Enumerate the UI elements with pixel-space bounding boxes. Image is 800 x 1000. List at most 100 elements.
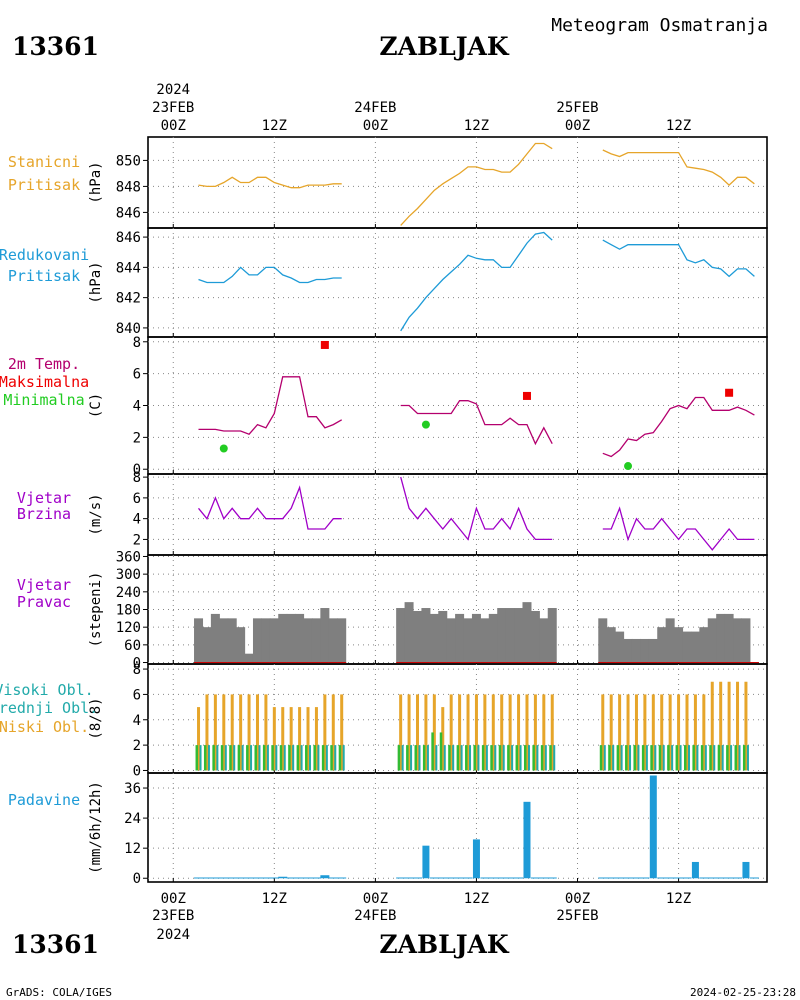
cloud-low-bar — [424, 694, 428, 771]
cloud-mid-bar — [448, 745, 451, 771]
cloud-high-bar — [536, 745, 539, 771]
ytick-label-4: 8 — [133, 662, 141, 678]
cloud-high-bar — [342, 745, 345, 771]
credit-text: GrADS: COLA/IGES — [6, 986, 112, 999]
cloud-low-bar — [222, 694, 226, 771]
precip-bar — [480, 877, 490, 879]
cloud-high-bar — [469, 745, 472, 771]
side-label-cloud_cover-1: Srednji Obl. — [0, 699, 98, 717]
ytick-label-0: 0 — [133, 462, 141, 478]
cloud-high-bar — [224, 745, 227, 771]
precip-bar — [455, 877, 465, 879]
cloud-low-bar — [702, 694, 706, 771]
series-line-wind_speed-2 — [602, 506, 755, 551]
cloud-mid-bar — [271, 745, 274, 771]
cloud-low-bar — [483, 694, 487, 771]
cloud-mid-bar — [338, 745, 342, 771]
ytick-label-6: 360 — [116, 549, 141, 565]
cloud-mid-bar — [616, 745, 620, 771]
cloud-high-bar — [410, 745, 413, 771]
precip-bar — [488, 877, 498, 879]
ytick-label-2: 844 — [116, 260, 141, 276]
precip-bar — [261, 877, 271, 879]
precip-bar — [252, 877, 262, 879]
ytick-label-3: 846 — [116, 230, 141, 246]
side-label-wind_speed-0: Vjetar — [17, 489, 71, 507]
precip-bar — [640, 877, 650, 879]
time-tick-bottom-4: 00Z — [565, 891, 590, 907]
precip-bar — [219, 877, 229, 879]
cloud-high-bar — [325, 745, 328, 771]
cloud-mid-bar — [549, 745, 552, 771]
ytick-label-2: 24 — [124, 811, 141, 827]
wind-dir-bar — [488, 613, 498, 663]
cloud-low-bar — [458, 694, 462, 771]
cloud-mid-bar — [254, 745, 257, 771]
wind-dir-bar — [733, 618, 743, 663]
cloud-high-bar — [629, 745, 632, 771]
precip-bar — [278, 876, 288, 879]
cloud-mid-bar — [406, 745, 409, 771]
panel-station_pressure: 846 848 850 (hPa) Stanicni Pritisak — [8, 136, 768, 229]
wind-dir-bar — [421, 608, 431, 663]
wind-dir-bar — [497, 608, 507, 663]
wind-dir-bar — [615, 631, 625, 663]
precip-bar — [472, 839, 480, 879]
cloud-mid-bar — [658, 745, 662, 771]
wind-dir-bar — [707, 618, 717, 663]
cloud-low-bar — [466, 694, 470, 771]
side-label-reduced_pressure-0: Redukovani — [0, 246, 89, 264]
render-timestamp: 2024-02-25-23:28 — [690, 986, 796, 999]
series-line-wind_speed-1 — [400, 476, 553, 541]
wind-dir-bar — [227, 618, 237, 663]
cloud-mid-bar — [683, 745, 687, 771]
cloud-high-bar — [418, 745, 421, 771]
wind-dir-bar — [278, 613, 288, 663]
wind-dir-bar — [674, 627, 684, 663]
cloud-low-bar — [306, 707, 310, 771]
cloud-mid-bar — [675, 745, 679, 771]
station-id-top: 13361 — [12, 32, 99, 61]
cloud-mid-bar — [279, 745, 283, 771]
precip-bar — [303, 877, 313, 879]
cloud-high-bar — [426, 745, 429, 771]
precip-bar — [598, 877, 608, 879]
cloud-high-bar — [645, 745, 648, 771]
precip-bar — [244, 877, 254, 879]
cloud-mid-bar — [633, 745, 636, 771]
precip-bar — [446, 877, 456, 879]
cloud-mid-bar — [726, 745, 729, 771]
cloud-low-bar — [205, 694, 209, 771]
precip-bar — [227, 877, 237, 879]
cloud-high-bar — [460, 745, 463, 771]
cloud-high-bar — [485, 745, 488, 771]
cloud-high-bar — [443, 745, 446, 771]
ytick-label-3: 8 — [133, 470, 141, 486]
cloud-high-bar — [671, 745, 674, 771]
precip-bar — [707, 877, 717, 879]
cloud-mid-bar — [422, 745, 426, 771]
cloud-low-bar — [399, 694, 403, 771]
cloud-low-bar — [542, 694, 546, 771]
time-tick-bottom-3: 12Z — [464, 891, 489, 907]
cloud-mid-bar — [456, 745, 460, 771]
cloud-high-bar — [300, 745, 303, 771]
cloud-low-bar — [289, 707, 293, 771]
cloud-high-bar — [502, 745, 505, 771]
station-name-bottom: ZABLJAK — [379, 930, 510, 959]
time-tick-top-1: 12Z — [262, 118, 287, 134]
precip-bar — [649, 775, 657, 879]
max-temp-point — [320, 340, 329, 349]
panel-cloud_cover: 0 2 4 6 8 (8/8)Visoki Obl.Srednji Obl.Niski O… — [0, 662, 768, 779]
cloud-mid-bar — [262, 745, 266, 771]
precip-bar — [606, 877, 616, 879]
precip-bar — [337, 877, 347, 879]
ytick-label-1: 2 — [133, 738, 141, 754]
cloud-low-bar — [643, 694, 647, 771]
panel-frame-wind_speed — [147, 473, 768, 556]
cloud-high-bar — [654, 745, 657, 771]
cloud-mid-bar — [431, 732, 434, 771]
cloud-high-bar — [612, 745, 615, 771]
wind-dir-bar — [530, 610, 540, 663]
precip-bar — [749, 877, 759, 879]
